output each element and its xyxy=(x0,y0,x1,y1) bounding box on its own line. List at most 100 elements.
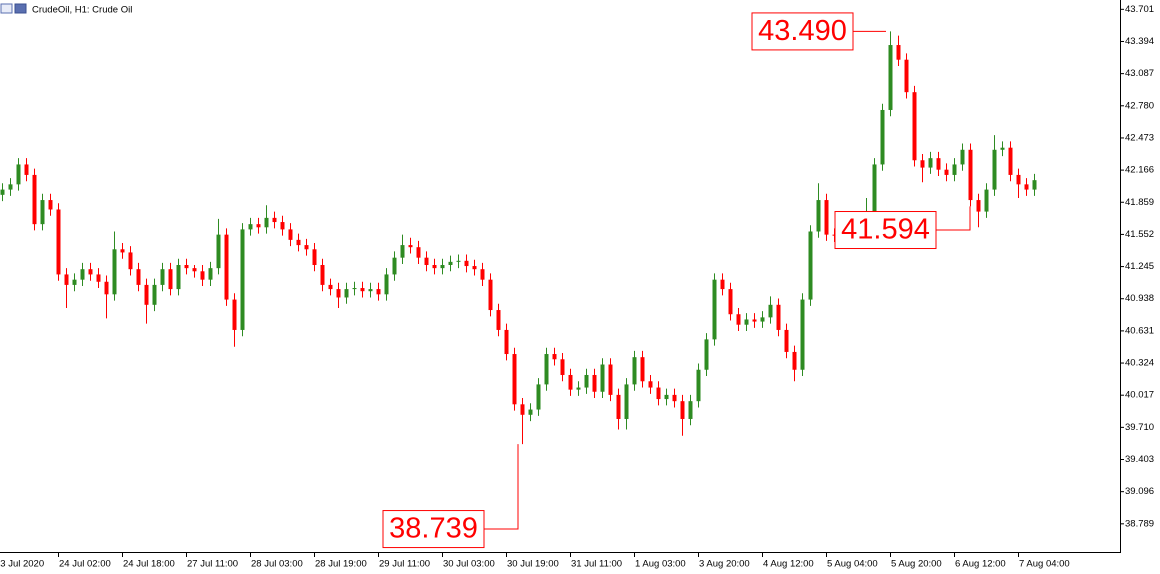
candle-body xyxy=(320,265,325,285)
annotation-label: 38.739 xyxy=(389,513,478,545)
candle-body xyxy=(944,169,949,175)
x-tick-label: 23 Jul 2020 xyxy=(0,559,44,570)
x-tick-label: 5 Aug 20:00 xyxy=(891,559,942,570)
candle-body xyxy=(528,409,533,415)
chart-icon xyxy=(0,3,27,14)
y-tick-label: 38.789 xyxy=(1125,518,1154,529)
candle-body xyxy=(352,288,357,290)
candle-body xyxy=(904,59,909,93)
x-tick-label: 30 Jul 19:00 xyxy=(507,559,559,570)
y-tick-label: 39.403 xyxy=(1125,454,1154,465)
candle-body xyxy=(696,369,701,402)
y-tick-label: 41.859 xyxy=(1125,197,1154,208)
candle-body xyxy=(392,257,397,275)
candle-body xyxy=(1008,147,1013,175)
annotation-connector xyxy=(484,444,519,530)
candle-body xyxy=(456,260,461,262)
candle-body xyxy=(888,45,893,110)
candle-body xyxy=(464,260,469,267)
candle-body xyxy=(960,149,965,165)
candle-body xyxy=(192,268,197,272)
x-tick-label: 24 Jul 02:00 xyxy=(59,559,111,570)
candle-body xyxy=(0,189,5,195)
annotation-label: 43.490 xyxy=(758,15,847,47)
candle-body xyxy=(744,319,749,325)
candle-body xyxy=(232,299,237,330)
x-tick-label: 30 Jul 03:00 xyxy=(443,559,495,570)
candle-body xyxy=(800,299,805,370)
candle-body xyxy=(416,247,421,258)
candle-body xyxy=(344,289,349,298)
candle-body xyxy=(480,269,485,280)
y-tick-label: 41.245 xyxy=(1125,261,1154,272)
candle-body xyxy=(176,265,181,290)
candle-body xyxy=(56,209,61,275)
y-tick-label: 42.166 xyxy=(1125,165,1154,176)
candle-body xyxy=(272,217,277,223)
candle-body xyxy=(936,158,941,170)
y-tick-label: 43.394 xyxy=(1125,36,1154,47)
candle-body xyxy=(1000,147,1005,150)
y-tick-label: 40.938 xyxy=(1125,293,1154,304)
candle-body xyxy=(160,269,165,285)
y-tick-label: 42.780 xyxy=(1125,100,1154,111)
candle-body xyxy=(208,268,213,280)
candle-body xyxy=(40,200,45,225)
candle-body xyxy=(32,174,37,225)
candle-body xyxy=(184,265,189,269)
candle-body xyxy=(912,92,917,161)
candle-body xyxy=(952,164,957,175)
candle-body xyxy=(328,284,333,290)
candle-body xyxy=(128,252,133,270)
candle-body xyxy=(104,281,109,295)
y-tick-label: 39.710 xyxy=(1125,422,1154,433)
candle-body xyxy=(424,257,429,266)
candle-body xyxy=(96,274,101,282)
candle-body xyxy=(824,200,829,235)
candle-body xyxy=(152,284,157,305)
chart-title: CrudeOil, H1: Crude Oil xyxy=(32,5,132,16)
candle-body xyxy=(872,164,877,212)
candle-body xyxy=(1032,180,1037,190)
y-tick-label: 39.096 xyxy=(1125,486,1154,497)
candle-body xyxy=(520,404,525,415)
candle-body xyxy=(112,249,117,295)
candle-body xyxy=(688,401,693,419)
candle-body xyxy=(968,149,973,201)
candle-body xyxy=(768,304,773,318)
candle-body xyxy=(600,364,605,392)
candle-body xyxy=(448,261,453,266)
candle-body xyxy=(280,222,285,230)
x-tick-label: 29 Jul 11:00 xyxy=(379,559,430,570)
y-tick-label: 43.087 xyxy=(1125,68,1154,79)
candle-body xyxy=(544,354,549,385)
candle-body xyxy=(536,384,541,410)
x-tick-label: 3 Aug 20:00 xyxy=(699,559,750,570)
annotation-label: 41.594 xyxy=(841,214,930,246)
annotation-connector xyxy=(936,206,971,231)
candle-body xyxy=(408,245,413,248)
candle-body xyxy=(200,271,205,280)
annotation-box xyxy=(834,211,937,250)
candle-body xyxy=(64,274,69,285)
candle-body xyxy=(880,109,885,165)
candle-body xyxy=(592,374,597,392)
candle-body xyxy=(776,304,781,330)
x-tick-label: 5 Aug 04:00 xyxy=(827,559,878,570)
candle-body xyxy=(784,329,789,352)
y-tick-label: 43.701 xyxy=(1125,4,1154,15)
candle-body xyxy=(512,354,517,405)
y-tick-label: 42.473 xyxy=(1125,132,1154,143)
candle-body xyxy=(920,160,925,168)
candle-body xyxy=(976,200,981,212)
x-tick-label: 6 Aug 12:00 xyxy=(955,559,1006,570)
candle-body xyxy=(440,265,445,269)
candle-body xyxy=(792,351,797,370)
candle-body xyxy=(288,229,293,240)
x-tick-label: 1 Aug 03:00 xyxy=(635,559,686,570)
candle-body xyxy=(728,289,733,315)
candle-body xyxy=(616,394,621,419)
candle-body xyxy=(752,319,757,322)
annotation-box xyxy=(382,510,485,549)
